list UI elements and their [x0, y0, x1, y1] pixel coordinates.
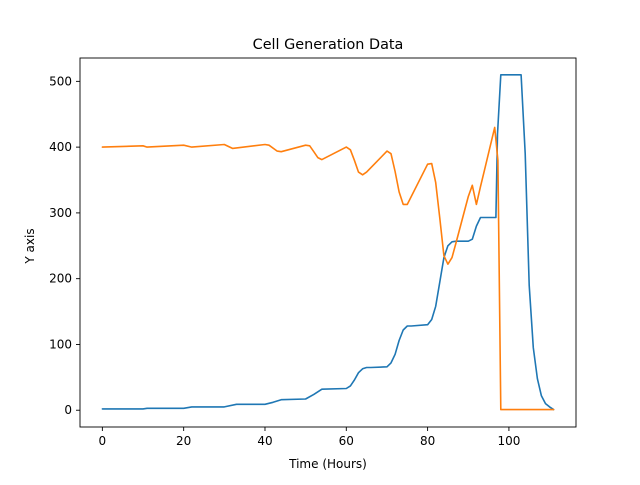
y-tick-label: 500 — [49, 74, 72, 88]
x-tick-label: 80 — [420, 434, 435, 448]
y-tick-label: 0 — [64, 403, 72, 417]
y-tick-label: 400 — [49, 140, 72, 154]
series-line-2 — [101, 126, 555, 411]
chart-title: Cell Generation Data — [253, 37, 404, 53]
y-axis-label: Y axis — [23, 228, 37, 264]
x-tick-label: 100 — [497, 434, 520, 448]
axes: 0 20 40 60 80 100 0 100 200 300 400 500 — [49, 57, 577, 448]
x-tick-label: 40 — [257, 434, 272, 448]
series-line-1 — [101, 74, 555, 411]
x-tick-label: 20 — [176, 434, 191, 448]
y-tick-label: 200 — [49, 272, 72, 286]
x-axis-label: Time (Hours) — [288, 457, 367, 471]
y-tick-label: 300 — [49, 206, 72, 220]
y-tick-label: 100 — [49, 337, 72, 351]
x-tick-label: 60 — [339, 434, 354, 448]
plot-frame — [79, 57, 577, 428]
plot-area — [101, 74, 555, 411]
x-tick-label: 0 — [99, 434, 107, 448]
